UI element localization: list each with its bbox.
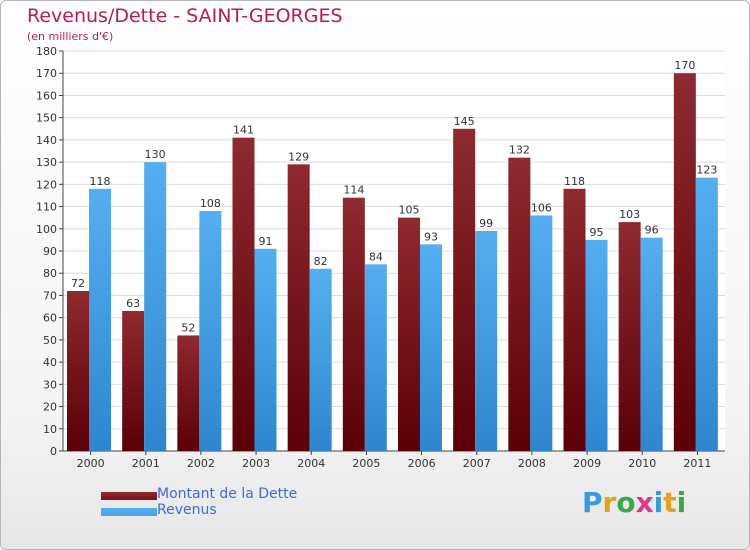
- data-label-revenus: 130: [145, 148, 166, 161]
- y-tick-label: 40: [43, 356, 57, 369]
- x-tick-label: 2011: [683, 457, 711, 470]
- bar-revenus: [695, 177, 718, 451]
- x-tick-label: 2004: [297, 457, 325, 470]
- bar-revenus: [530, 215, 553, 451]
- bar-dette: [618, 222, 641, 451]
- legend-swatch-revenus: [101, 508, 157, 516]
- bar-dette: [342, 197, 365, 451]
- data-label-revenus: 93: [424, 230, 438, 243]
- y-tick-label: 160: [36, 89, 57, 102]
- data-label-dette: 114: [343, 184, 364, 197]
- x-tick-label: 2008: [518, 457, 546, 470]
- bar-revenus: [420, 244, 442, 451]
- y-tick-label: 70: [43, 289, 57, 302]
- x-tick-label: 2006: [408, 457, 436, 470]
- bar-dette: [232, 137, 255, 451]
- data-label-dette: 145: [454, 115, 475, 128]
- bar-dette: [508, 157, 531, 451]
- x-tick-label: 2007: [463, 457, 491, 470]
- data-label-revenus: 108: [200, 197, 221, 210]
- data-label-dette: 132: [509, 144, 530, 157]
- bar-revenus: [475, 231, 498, 451]
- y-tick-label: 120: [36, 178, 57, 191]
- data-label-revenus: 95: [590, 226, 604, 239]
- data-label-revenus: 96: [645, 224, 659, 237]
- y-tick-label: 50: [43, 334, 57, 347]
- y-tick-label: 90: [43, 245, 57, 258]
- data-label-revenus: 91: [259, 235, 273, 248]
- logo-letter: P: [582, 486, 603, 519]
- bar-revenus: [89, 188, 111, 451]
- data-label-dette: 118: [564, 175, 585, 188]
- y-tick-label: 180: [36, 45, 57, 58]
- y-tick-label: 0: [50, 445, 57, 458]
- bar-dette: [122, 311, 145, 451]
- x-tick-label: 2010: [628, 457, 656, 470]
- bar-dette: [287, 164, 310, 452]
- data-label-revenus: 118: [90, 175, 111, 188]
- logo-letter: o: [616, 486, 636, 519]
- data-label-dette: 52: [181, 321, 195, 334]
- legend-swatch-dette: [101, 492, 157, 500]
- y-tick-label: 110: [36, 201, 57, 214]
- bar-dette: [177, 335, 200, 451]
- bar-revenus: [585, 239, 608, 451]
- bar-revenus: [364, 264, 387, 451]
- y-tick-label: 20: [43, 401, 57, 414]
- bar-dette: [67, 291, 89, 451]
- data-label-revenus: 106: [531, 201, 552, 214]
- legend-label-dette: Montant de la Dette: [157, 486, 298, 502]
- x-tick-label: 2001: [132, 457, 160, 470]
- x-tick-label: 2009: [573, 457, 601, 470]
- data-label-dette: 170: [674, 59, 695, 72]
- bar-revenus: [144, 162, 167, 451]
- y-tick-label: 170: [36, 67, 57, 80]
- proxiti-logo: Proxiti: [582, 486, 686, 519]
- y-tick-label: 30: [43, 378, 57, 391]
- logo-letter: i: [676, 486, 687, 519]
- chart-title: Revenus/Dette - SAINT-GEORGES: [27, 5, 343, 27]
- y-tick-label: 80: [43, 267, 57, 280]
- x-tick-label: 2005: [352, 457, 380, 470]
- logo-letter: t: [663, 486, 677, 519]
- data-label-revenus: 82: [314, 255, 328, 268]
- data-label-dette: 103: [619, 208, 640, 221]
- legend-label-revenus: Revenus: [157, 502, 217, 518]
- bar-dette: [673, 73, 696, 451]
- y-tick-label: 130: [36, 156, 57, 169]
- data-label-revenus: 123: [696, 164, 717, 177]
- logo-letter: x: [635, 486, 654, 519]
- logo-letter: r: [602, 486, 617, 519]
- y-tick-label: 60: [43, 312, 57, 325]
- x-tick-label: 2003: [242, 457, 270, 470]
- y-tick-label: 140: [36, 134, 57, 147]
- bar-revenus: [640, 237, 663, 451]
- chart-subtitle: (en milliers d'€): [27, 30, 114, 43]
- bar-revenus: [254, 248, 277, 451]
- data-label-dette: 129: [288, 150, 309, 163]
- y-tick-label: 10: [43, 423, 57, 436]
- bar-dette: [563, 188, 586, 451]
- bar-dette: [398, 217, 420, 451]
- y-tick-label: 150: [36, 112, 57, 125]
- data-label-revenus: 99: [479, 217, 493, 230]
- bar-revenus: [199, 211, 222, 451]
- data-label-dette: 63: [126, 297, 140, 310]
- bar-dette: [453, 128, 476, 451]
- data-label-dette: 72: [71, 277, 85, 290]
- x-tick-label: 2002: [187, 457, 215, 470]
- x-tick-label: 2000: [77, 457, 105, 470]
- logo-letter: i: [653, 486, 664, 519]
- data-label-dette: 105: [399, 204, 420, 217]
- bar-revenus: [309, 268, 332, 451]
- data-label-dette: 141: [233, 124, 254, 137]
- y-tick-label: 100: [36, 223, 57, 236]
- data-label-revenus: 84: [369, 250, 383, 263]
